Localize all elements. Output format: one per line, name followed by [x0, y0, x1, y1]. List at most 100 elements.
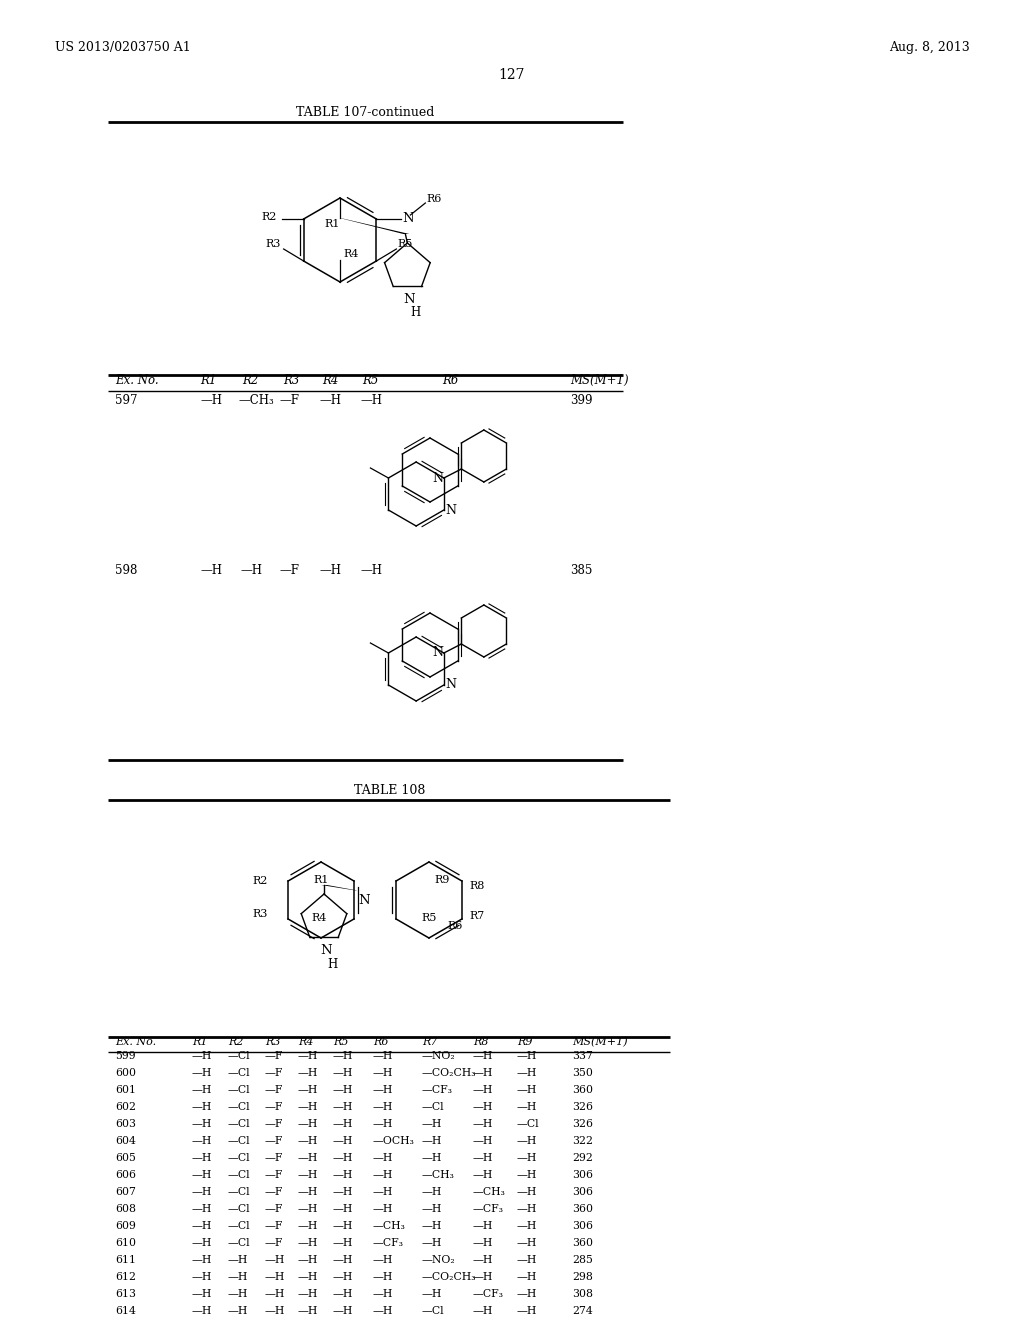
Text: R6: R6 [426, 194, 441, 205]
Text: —H: —H [517, 1152, 538, 1163]
Text: —H: —H [193, 1102, 212, 1111]
Text: —H: —H [373, 1204, 393, 1214]
Text: —H: —H [422, 1152, 442, 1163]
Text: —H: —H [373, 1068, 393, 1078]
Text: —Cl: —Cl [228, 1238, 251, 1247]
Text: —H: —H [373, 1187, 393, 1197]
Text: —Cl: —Cl [422, 1305, 444, 1316]
Text: —Cl: —Cl [228, 1170, 251, 1180]
Text: 598: 598 [115, 564, 137, 577]
Text: —H: —H [473, 1051, 494, 1061]
Text: —F: —F [265, 1085, 284, 1096]
Text: —H: —H [360, 393, 382, 407]
Text: —H: —H [333, 1119, 353, 1129]
Text: R1: R1 [200, 374, 216, 387]
Text: R2: R2 [228, 1038, 244, 1047]
Text: R3: R3 [252, 909, 267, 919]
Text: —H: —H [373, 1119, 393, 1129]
Text: —H: —H [333, 1204, 353, 1214]
Text: —H: —H [422, 1119, 442, 1129]
Text: —H: —H [193, 1290, 212, 1299]
Text: —H: —H [473, 1272, 494, 1282]
Text: —H: —H [193, 1137, 212, 1146]
Text: 597: 597 [115, 393, 137, 407]
Text: 306: 306 [572, 1187, 593, 1197]
Text: —H: —H [422, 1238, 442, 1247]
Text: —Cl: —Cl [228, 1137, 251, 1146]
Text: R6: R6 [446, 921, 463, 931]
Text: —H: —H [298, 1068, 318, 1078]
Text: N: N [402, 211, 414, 224]
Text: —H: —H [228, 1255, 249, 1265]
Text: —H: —H [373, 1290, 393, 1299]
Text: —H: —H [517, 1102, 538, 1111]
Text: —H: —H [473, 1137, 494, 1146]
Text: —H: —H [265, 1290, 286, 1299]
Text: —Cl: —Cl [228, 1102, 251, 1111]
Text: TABLE 108: TABLE 108 [354, 784, 426, 796]
Text: —F: —F [265, 1238, 284, 1247]
Text: —CH₃: —CH₃ [373, 1221, 406, 1232]
Text: —H: —H [193, 1152, 212, 1163]
Text: R5: R5 [333, 1038, 348, 1047]
Text: —NO₂: —NO₂ [422, 1051, 456, 1061]
Text: —H: —H [228, 1290, 249, 1299]
Text: R6: R6 [441, 374, 458, 387]
Text: N: N [358, 894, 370, 907]
Text: —H: —H [193, 1238, 212, 1247]
Text: —F: —F [265, 1102, 284, 1111]
Text: —H: —H [333, 1170, 353, 1180]
Text: —H: —H [373, 1272, 393, 1282]
Text: —H: —H [517, 1272, 538, 1282]
Text: N: N [321, 944, 332, 957]
Text: —H: —H [517, 1204, 538, 1214]
Text: —F: —F [265, 1170, 284, 1180]
Text: —H: —H [333, 1187, 353, 1197]
Text: 614: 614 [115, 1305, 136, 1316]
Text: 606: 606 [115, 1170, 136, 1180]
Text: H: H [411, 306, 421, 319]
Text: N: N [403, 293, 415, 306]
Text: R8: R8 [470, 880, 485, 891]
Text: —F: —F [279, 393, 299, 407]
Text: R9: R9 [434, 875, 450, 884]
Text: —H: —H [333, 1221, 353, 1232]
Text: —H: —H [298, 1119, 318, 1129]
Text: —H: —H [193, 1187, 212, 1197]
Text: —H: —H [298, 1305, 318, 1316]
Text: —H: —H [193, 1119, 212, 1129]
Text: —H: —H [422, 1187, 442, 1197]
Text: 285: 285 [572, 1255, 593, 1265]
Text: 306: 306 [572, 1221, 593, 1232]
Text: —H: —H [265, 1305, 286, 1316]
Text: 385: 385 [570, 564, 592, 577]
Text: —H: —H [298, 1187, 318, 1197]
Text: R2: R2 [261, 213, 278, 222]
Text: —H: —H [298, 1255, 318, 1265]
Text: —Cl: —Cl [228, 1051, 251, 1061]
Text: 607: 607 [115, 1187, 136, 1197]
Text: —H: —H [193, 1221, 212, 1232]
Text: 602: 602 [115, 1102, 136, 1111]
Text: —F: —F [265, 1152, 284, 1163]
Text: —H: —H [473, 1170, 494, 1180]
Text: N: N [444, 503, 456, 516]
Text: —H: —H [333, 1085, 353, 1096]
Text: —H: —H [333, 1255, 353, 1265]
Text: —H: —H [517, 1221, 538, 1232]
Text: —H: —H [228, 1305, 249, 1316]
Text: —H: —H [333, 1238, 353, 1247]
Text: —H: —H [517, 1137, 538, 1146]
Text: —H: —H [193, 1051, 212, 1061]
Text: —H: —H [517, 1305, 538, 1316]
Text: —Cl: —Cl [422, 1102, 444, 1111]
Text: —H: —H [422, 1204, 442, 1214]
Text: R4: R4 [322, 374, 338, 387]
Text: —H: —H [373, 1102, 393, 1111]
Text: —H: —H [298, 1290, 318, 1299]
Text: —H: —H [373, 1152, 393, 1163]
Text: —Cl: —Cl [228, 1068, 251, 1078]
Text: —CF₃: —CF₃ [473, 1290, 504, 1299]
Text: R9: R9 [517, 1038, 532, 1047]
Text: —H: —H [373, 1170, 393, 1180]
